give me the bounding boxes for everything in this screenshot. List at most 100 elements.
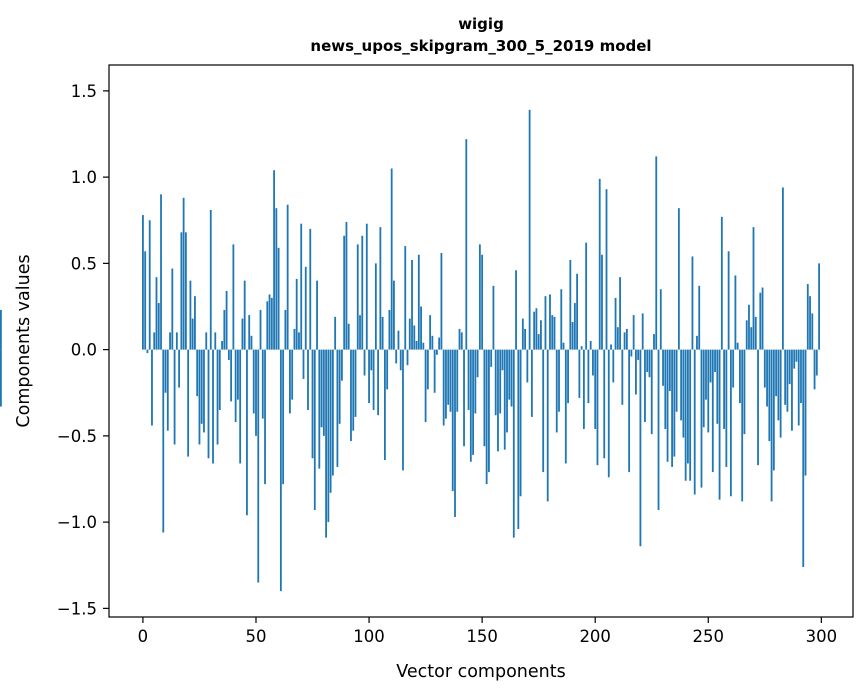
bar [587, 349, 590, 404]
bar [411, 259, 413, 350]
bar [232, 244, 235, 350]
bar [456, 349, 459, 412]
bar [682, 349, 685, 438]
bar [551, 315, 554, 350]
bar [467, 349, 470, 410]
bar [390, 168, 393, 350]
chart-title: wigig [458, 15, 504, 33]
bar [757, 349, 759, 466]
bar [205, 332, 208, 350]
bar [320, 349, 323, 428]
y-tick-label: 0.5 [71, 254, 97, 273]
bar [363, 349, 366, 376]
bar [442, 349, 445, 426]
bar [763, 349, 766, 388]
bar [768, 349, 771, 442]
bar [426, 349, 429, 390]
bar [422, 342, 425, 350]
x-tick-label: 50 [245, 627, 266, 646]
bar [687, 349, 689, 464]
bar [388, 309, 391, 350]
bar [702, 349, 705, 428]
bar [144, 251, 147, 350]
bar [469, 349, 472, 462]
bar [180, 232, 183, 350]
bar [641, 313, 644, 350]
bar [386, 349, 389, 390]
bar [614, 297, 617, 350]
bar [474, 349, 477, 414]
x-axis: 0 50 100 150 200 250 300 [138, 617, 837, 646]
bar [463, 349, 465, 447]
bar [402, 349, 404, 471]
bar [567, 349, 569, 404]
bar [616, 327, 619, 350]
bar [200, 349, 203, 424]
bar [424, 349, 427, 423]
bar [0, 309, 2, 350]
bar [689, 349, 692, 481]
bar [368, 349, 370, 404]
bar [365, 223, 368, 350]
bar [664, 349, 667, 429]
y-axis: −1.5 −1.0 −0.5 0.0 0.5 1.0 1.5 [57, 82, 109, 618]
bar [804, 349, 807, 476]
bar [397, 330, 400, 350]
bar [553, 316, 556, 350]
x-tick-label: 100 [353, 627, 385, 646]
bar [506, 349, 508, 433]
bar [191, 318, 194, 350]
bar [343, 235, 346, 350]
bar [243, 280, 246, 350]
bar [673, 349, 676, 457]
bar [795, 349, 798, 362]
bar [580, 346, 583, 350]
bar [612, 349, 615, 383]
bar [284, 309, 287, 350]
bar [499, 349, 502, 414]
bar [169, 332, 171, 350]
bar [632, 315, 635, 350]
bar [734, 275, 737, 350]
bar [289, 349, 291, 414]
bar [352, 349, 355, 431]
bar [772, 349, 775, 471]
bar [268, 294, 271, 350]
bar [680, 349, 683, 421]
bar [775, 349, 778, 397]
bar [582, 349, 585, 429]
bar [485, 349, 488, 485]
bar [0, 349, 2, 407]
bar [515, 270, 517, 350]
bar [356, 244, 359, 350]
bar [241, 318, 244, 350]
bar [759, 292, 762, 350]
bar [194, 296, 196, 350]
bar [230, 349, 233, 402]
bar [725, 349, 728, 467]
bar [286, 204, 289, 350]
bar [727, 251, 730, 350]
bar [748, 304, 750, 350]
bar [524, 328, 526, 350]
bar [705, 349, 707, 400]
bar [684, 349, 687, 481]
bar [625, 328, 628, 350]
bar [521, 318, 524, 350]
x-axis-label: Vector components [396, 662, 565, 682]
bar [709, 349, 712, 383]
bar [227, 349, 230, 360]
bar [162, 349, 165, 533]
bar [578, 349, 581, 398]
bar [151, 349, 153, 426]
bar [739, 349, 741, 404]
bar [623, 332, 626, 350]
bar [203, 349, 205, 433]
bar [173, 349, 176, 445]
bar [589, 341, 592, 350]
bar [510, 349, 513, 407]
bar [336, 349, 339, 467]
bar [451, 349, 454, 492]
bar [264, 349, 266, 485]
y-tick-label: −1.5 [57, 599, 97, 618]
